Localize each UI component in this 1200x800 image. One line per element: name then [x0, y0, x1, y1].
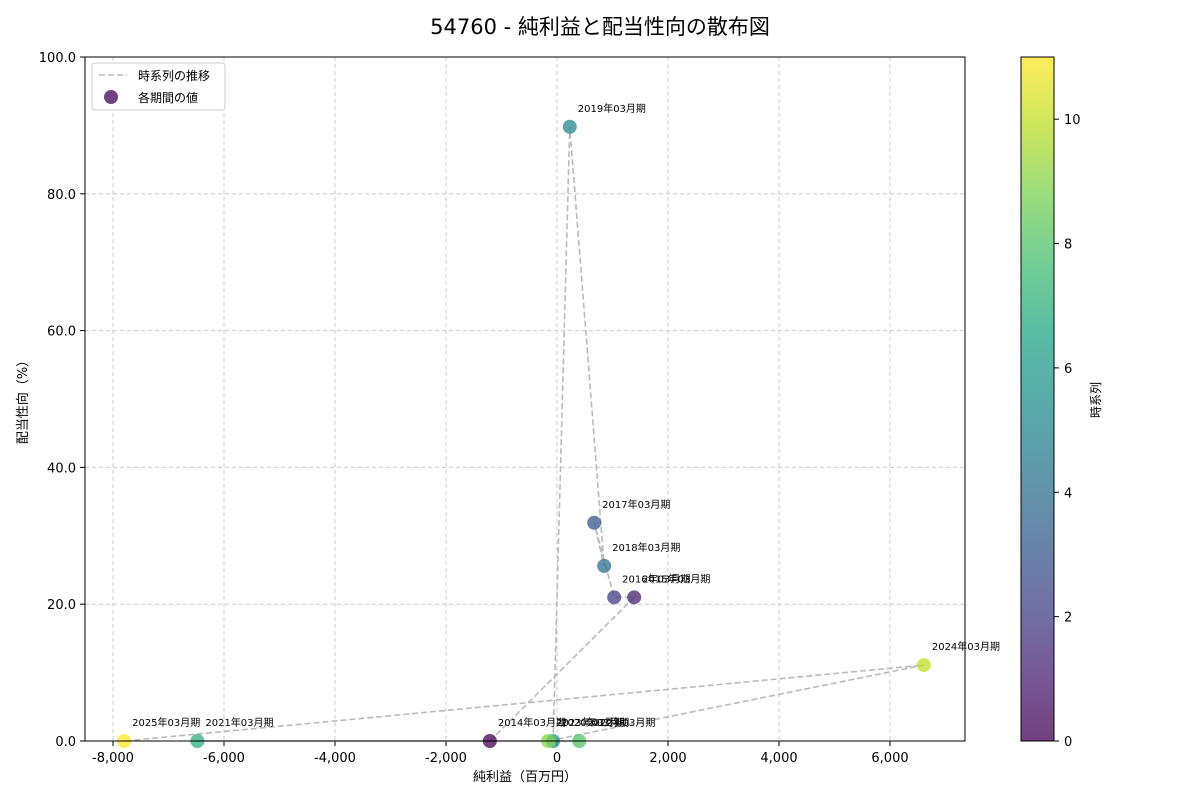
colorbar-tick-label: 4 — [1064, 486, 1072, 501]
point-label: 2024年03月期 — [932, 640, 1000, 653]
point-label: 2015年03月期 — [642, 572, 710, 585]
x-tick-label: -4,000 — [314, 751, 356, 766]
colorbar-tick-label: 10 — [1064, 113, 1081, 128]
y-axis-label: 配当性向（%） — [15, 354, 31, 444]
point-label: 2019年03月期 — [578, 102, 646, 115]
trend-line — [124, 126, 925, 742]
data-point — [597, 558, 612, 573]
x-tick-label: 2,000 — [649, 751, 686, 766]
data-point — [587, 515, 602, 530]
x-tick-label: -6,000 — [203, 751, 245, 766]
y-tick-label: 0.0 — [55, 735, 76, 750]
colorbar-tick-label: 2 — [1064, 611, 1072, 626]
x-axis-label: 純利益（百万円） — [473, 770, 577, 785]
colorbar-tick-label: 0 — [1064, 735, 1072, 750]
data-point — [916, 658, 931, 673]
point-label: 2023年03月期 — [556, 716, 624, 729]
point-label: 2022年03月期 — [587, 716, 655, 729]
x-tick-label: -8,000 — [92, 751, 134, 766]
plot-frame — [84, 56, 966, 742]
y-tick-label: 100.0 — [39, 51, 76, 66]
legend-box — [91, 62, 226, 111]
point-label: 2017年03月期 — [602, 498, 670, 511]
colorbar-label: 時系列 — [1089, 382, 1103, 418]
data-point — [627, 590, 642, 605]
legend-marker-icon — [104, 90, 118, 104]
y-tick-label: 20.0 — [47, 598, 76, 613]
data-point — [607, 590, 622, 605]
point-label: 2021年03月期 — [205, 716, 273, 729]
y-tick-label: 60.0 — [47, 325, 76, 340]
x-tick-label: -2,000 — [425, 751, 467, 766]
colorbar-tick-label: 8 — [1064, 238, 1072, 253]
data-point — [562, 119, 577, 134]
colorbar-tick-label: 6 — [1064, 362, 1072, 377]
x-tick-label: 6,000 — [871, 751, 908, 766]
point-label: 2018年03月期 — [612, 541, 680, 554]
y-tick-label: 80.0 — [47, 188, 76, 203]
legend-label-points: 各期間の値 — [138, 90, 198, 105]
legend-label-trend: 時系列の推移 — [138, 69, 210, 83]
chart-title: 54760 - 純利益と配当性向の散布図 — [430, 15, 770, 39]
x-tick-label: 4,000 — [760, 751, 797, 766]
point-label: 2014年03月期 — [498, 716, 566, 729]
colorbar — [1020, 56, 1055, 742]
y-tick-label: 40.0 — [47, 461, 76, 476]
point-label: 2025年03月期 — [132, 716, 200, 729]
point-label: 2016年03月期 — [622, 572, 690, 585]
x-tick-label: 0 — [553, 751, 561, 766]
point-label: 2020年03月期 — [561, 716, 629, 729]
